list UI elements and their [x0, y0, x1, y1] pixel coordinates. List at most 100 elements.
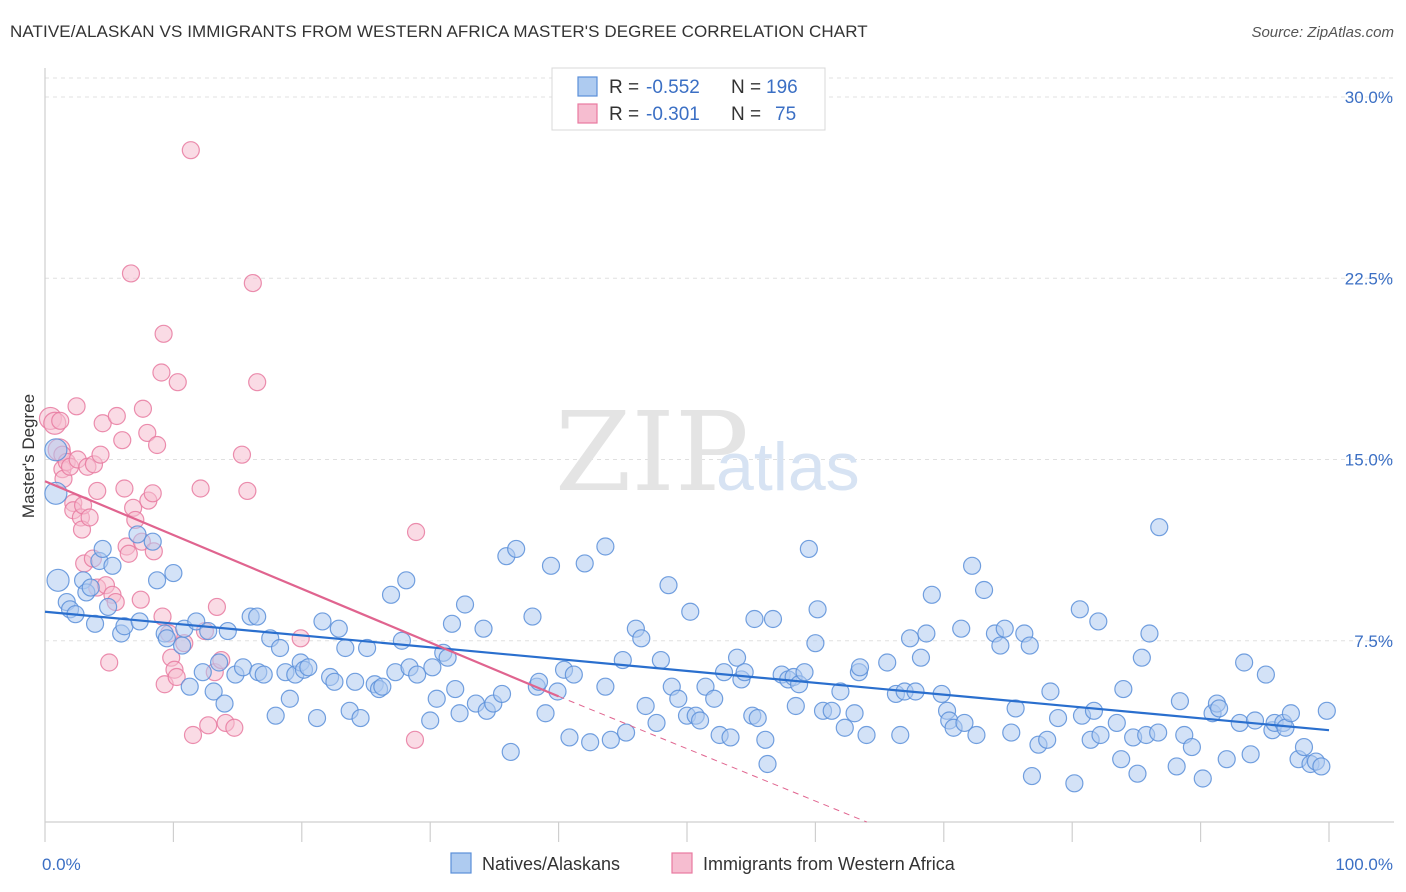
bottom-legend-swatch-immigrants: [671, 852, 693, 874]
natives-point: [564, 665, 583, 684]
natives-point: [575, 554, 594, 573]
natives-point: [442, 614, 462, 633]
immigrants-point: [225, 718, 244, 737]
source-label: Source: ZipAtlas.com: [1251, 24, 1394, 41]
natives-point: [756, 730, 775, 749]
immigrants-point: [183, 725, 203, 745]
natives-point: [1150, 518, 1169, 537]
natives-point: [1002, 723, 1021, 742]
immigrants-point: [93, 414, 112, 433]
natives-point: [955, 713, 974, 733]
natives-point: [1170, 692, 1190, 711]
immigrants-point: [238, 481, 257, 501]
natives-point: [157, 629, 176, 648]
natives-point: [492, 684, 512, 704]
natives-point: [1209, 699, 1229, 718]
natives-point: [541, 556, 561, 575]
immigrants-point: [243, 273, 262, 293]
natives-point: [455, 595, 475, 614]
immigrants-point: [191, 479, 210, 498]
natives-point: [280, 689, 299, 708]
natives-point: [601, 730, 620, 749]
natives-point: [795, 663, 814, 682]
natives-point: [180, 677, 199, 696]
natives-point: [1089, 612, 1108, 631]
natives-point: [99, 597, 118, 617]
immigrants-point: [291, 629, 310, 648]
natives-point: [307, 708, 327, 728]
natives-point: [381, 585, 401, 604]
natives-point: [1245, 711, 1265, 730]
immigrants-point: [147, 435, 167, 455]
natives-point: [659, 576, 678, 595]
natives-point: [690, 711, 710, 730]
natives-point: [1112, 750, 1131, 769]
immigrants-point: [168, 373, 187, 392]
natives-point: [204, 682, 223, 701]
natives-point: [325, 672, 344, 691]
chart-title: NATIVE/ALASKAN VS IMMIGRANTS FROM WESTER…: [10, 22, 868, 41]
natives-point: [392, 631, 412, 650]
natives-point: [917, 624, 936, 643]
natives-point: [900, 629, 920, 648]
natives-point: [721, 728, 740, 747]
natives-point: [248, 607, 267, 626]
natives-point: [681, 602, 700, 621]
natives-point: [1022, 766, 1042, 786]
natives-point: [254, 665, 273, 684]
natives-point: [911, 648, 931, 667]
legend-r-label-1: R =: [609, 77, 639, 98]
natives-point: [1281, 704, 1301, 723]
natives-point: [560, 728, 579, 747]
stats-legend: R = -0.552 N = 196 R = -0.301 N = 75: [551, 67, 826, 131]
natives-point: [1235, 653, 1254, 672]
natives-point: [173, 636, 192, 655]
series-legend: Natives/Alaskans Immigrants from Western…: [450, 852, 956, 874]
natives-point: [669, 689, 688, 708]
immigrants-point: [405, 730, 425, 749]
series-immigrants-points: [38, 141, 426, 749]
immigrants-point: [167, 667, 186, 687]
natives-point: [46, 568, 70, 592]
natives-point: [193, 663, 212, 682]
natives-point: [1182, 737, 1201, 757]
natives-point: [164, 563, 183, 583]
immigrants-point: [91, 445, 110, 464]
legend-n-value-1: 196: [766, 77, 798, 98]
legend-swatch-immigrants: [577, 103, 598, 124]
y-tick-label: 30.0%: [1345, 88, 1393, 107]
natives-point: [81, 578, 100, 597]
natives-point: [1140, 624, 1159, 643]
natives-point: [1317, 701, 1336, 720]
natives-point: [313, 612, 332, 631]
immigrants-point: [67, 397, 86, 416]
natives-point: [507, 539, 526, 559]
natives-point: [891, 725, 910, 745]
natives-point: [974, 580, 994, 600]
natives-point: [1038, 730, 1057, 749]
natives-point: [763, 609, 783, 629]
natives-point: [423, 658, 442, 677]
immigrants-point: [115, 479, 134, 498]
natives-point: [1048, 708, 1068, 728]
natives-point: [299, 658, 318, 677]
natives-point: [1041, 682, 1060, 701]
natives-point: [1128, 764, 1147, 783]
y-tick-label: 7.5%: [1354, 632, 1393, 651]
trend-lines: [44, 480, 1330, 823]
immigrants-point: [154, 324, 173, 343]
natives-point: [786, 696, 805, 716]
immigrants-trend-line: [44, 480, 560, 698]
natives-point: [831, 682, 850, 701]
natives-point: [850, 658, 870, 677]
x-tick-label-max: 100.0%: [1335, 855, 1393, 874]
natives-point: [408, 665, 427, 684]
natives-point: [835, 718, 854, 737]
natives-point: [1020, 636, 1039, 655]
immigrants-point: [138, 423, 157, 443]
x-tick-label-min: 0.0%: [42, 855, 81, 874]
bottom-legend-swatch-natives: [450, 852, 472, 874]
natives-point: [745, 609, 764, 629]
natives-point: [536, 704, 555, 723]
